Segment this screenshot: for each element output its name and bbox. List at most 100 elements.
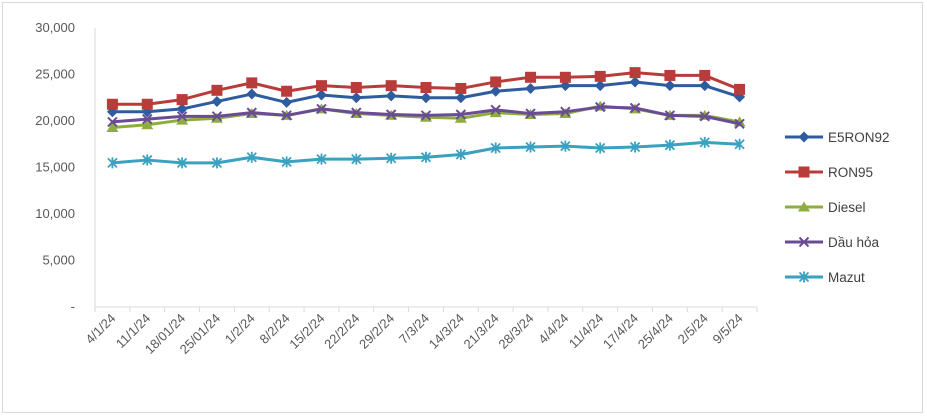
- data-point: [594, 80, 606, 92]
- data-point: [350, 92, 362, 104]
- data-point: [246, 151, 257, 163]
- data-point: [664, 139, 676, 151]
- data-point: [664, 69, 676, 81]
- data-point: [420, 82, 432, 94]
- legend-marker: [798, 166, 810, 178]
- data-point: [281, 110, 292, 121]
- data-point: [351, 153, 362, 165]
- legend-label: Mazut: [828, 270, 865, 285]
- data-point: [525, 71, 537, 83]
- data-point: [560, 106, 571, 117]
- data-point: [281, 156, 292, 168]
- data-point: [560, 140, 571, 152]
- legend-marker: [798, 131, 810, 143]
- data-point: [699, 80, 711, 92]
- data-point: [664, 80, 676, 92]
- data-point: [559, 71, 571, 83]
- y-tick-label: 20,000: [35, 113, 75, 128]
- data-point: [386, 152, 397, 164]
- data-point: [106, 122, 119, 133]
- legend-item: Mazut: [785, 270, 865, 285]
- data-point: [489, 107, 502, 118]
- data-point: [420, 151, 432, 163]
- data-point: [595, 101, 606, 113]
- x-tick-label: 9/5/24: [710, 311, 746, 347]
- data-point: [107, 157, 118, 169]
- data-point: [107, 116, 118, 128]
- legend-marker: [798, 201, 810, 212]
- data-point: [734, 138, 745, 150]
- data-point: [315, 80, 327, 92]
- data-point: [246, 77, 258, 89]
- data-point: [106, 98, 118, 110]
- x-tick-label: 2/5/24: [675, 311, 711, 347]
- y-tick-label: 15,000: [35, 160, 75, 175]
- data-point: [455, 82, 467, 94]
- x-tick-label: 22/2/24: [321, 311, 362, 352]
- data-point: [629, 102, 641, 114]
- x-tick-label: 25/4/24: [635, 311, 676, 352]
- data-point: [455, 109, 467, 120]
- data-point: [629, 76, 641, 88]
- data-point: [490, 85, 502, 97]
- data-point: [385, 109, 397, 120]
- data-point: [176, 111, 188, 122]
- data-point: [211, 111, 223, 122]
- data-point: [385, 80, 397, 92]
- data-point: [525, 141, 536, 153]
- data-point: [351, 107, 362, 118]
- data-point: [176, 157, 188, 169]
- data-point: [211, 95, 223, 107]
- data-point: [525, 82, 537, 94]
- data-point: [455, 92, 467, 104]
- data-point: [664, 110, 676, 121]
- data-point: [595, 142, 606, 154]
- data-point: [734, 118, 745, 129]
- data-point: [246, 107, 257, 118]
- legend-item: E5RON92: [785, 130, 890, 145]
- y-axis: - 5,000 10,000 15,000 20,000 25,000 30,000: [35, 20, 96, 314]
- y-tick-label: 25,000: [35, 67, 75, 82]
- data-point: [142, 154, 153, 166]
- x-tick-label: 15/2/24: [286, 311, 327, 352]
- data-point: [176, 114, 189, 125]
- data-point: [211, 157, 223, 169]
- data-point: [699, 136, 710, 148]
- legend-marker: [798, 236, 810, 248]
- legend-item: RON95: [785, 165, 873, 180]
- data-point: [141, 119, 154, 130]
- data-point: [385, 90, 397, 102]
- data-point: [490, 104, 501, 116]
- y-tick-label: 5,000: [42, 253, 75, 268]
- data-point: [734, 83, 746, 95]
- data-point: [420, 110, 432, 121]
- series-mazut: [107, 136, 745, 169]
- data-point: [490, 76, 502, 88]
- data-point: [315, 89, 327, 101]
- data-point: [629, 67, 641, 79]
- x-tick-label: 14/3/24: [426, 311, 467, 352]
- x-tick-label: 17/4/24: [600, 311, 641, 352]
- data-point: [594, 70, 606, 82]
- legend-marker: [798, 271, 810, 283]
- legend-item: Diesel: [785, 200, 866, 215]
- data-point: [246, 88, 258, 100]
- data-point: [281, 96, 293, 108]
- data-point: [316, 153, 327, 165]
- legend-item: Dầu hỏa: [785, 235, 880, 250]
- data-point: [176, 103, 188, 115]
- data-point: [420, 92, 432, 104]
- data-point: [176, 94, 188, 106]
- data-point: [559, 80, 571, 92]
- data-point: [490, 142, 501, 154]
- legend-label: RON95: [828, 165, 873, 180]
- y-tick-label: -: [71, 299, 75, 314]
- x-axis: 4/1/2411/1/2418/01/2425/01/241/2/248/2/2…: [82, 306, 758, 357]
- y-tick-label: 10,000: [35, 206, 75, 221]
- data-point: [454, 112, 467, 123]
- x-tick-label: 11/4/24: [566, 311, 607, 352]
- chart-frame: [2, 2, 923, 413]
- data-point: [281, 85, 293, 97]
- data-point: [316, 103, 327, 115]
- legend-label: Diesel: [828, 200, 866, 215]
